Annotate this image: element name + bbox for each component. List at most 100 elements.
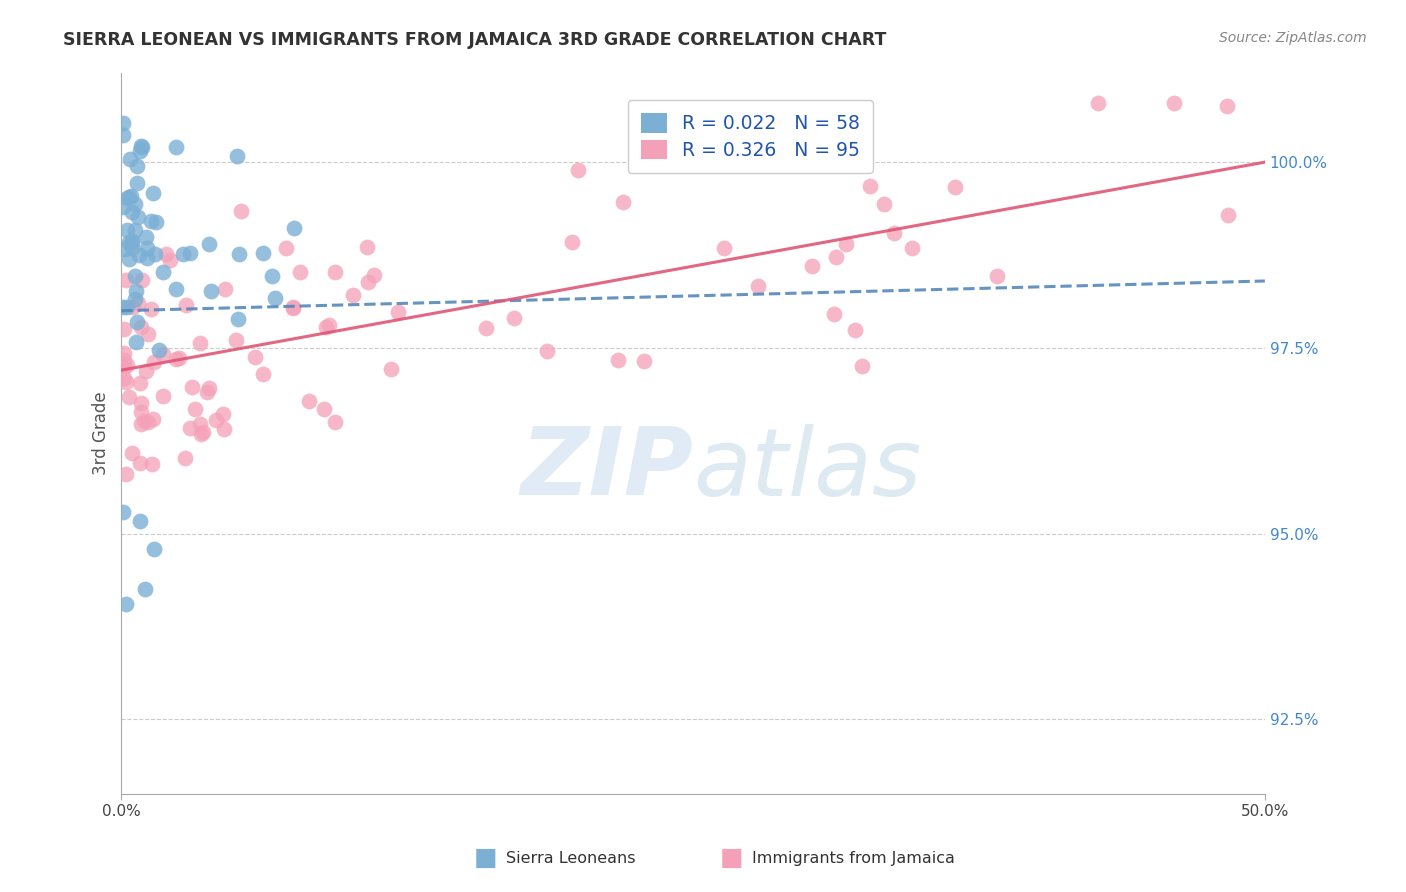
Point	[112, 359, 135, 374]
Point	[188, 336, 211, 351]
Point	[188, 417, 211, 432]
Point	[197, 237, 219, 252]
Point	[228, 247, 250, 261]
Point	[115, 467, 138, 482]
Point	[142, 412, 165, 426]
Point	[127, 159, 149, 173]
Point	[115, 358, 138, 372]
Point	[380, 362, 402, 376]
Point	[111, 128, 134, 143]
Point	[204, 413, 226, 427]
Point	[111, 505, 134, 519]
Point	[212, 422, 235, 436]
Point	[252, 246, 274, 260]
Point	[165, 282, 187, 296]
Point	[567, 163, 589, 178]
Point	[112, 200, 135, 214]
Point	[121, 234, 143, 248]
Point	[179, 420, 201, 434]
Point	[225, 333, 247, 347]
Point	[184, 401, 207, 416]
Point	[124, 223, 146, 237]
Point	[120, 153, 142, 167]
Point	[288, 265, 311, 279]
Point	[835, 236, 858, 251]
Point	[114, 242, 136, 256]
Point	[800, 260, 823, 274]
Text: ZIP: ZIP	[520, 424, 693, 516]
Y-axis label: 3rd Grade: 3rd Grade	[93, 392, 110, 475]
Point	[136, 252, 159, 266]
Point	[111, 300, 134, 314]
Point	[823, 307, 845, 321]
Point	[356, 240, 378, 254]
Text: ■: ■	[720, 847, 742, 870]
Point	[139, 301, 162, 316]
Point	[252, 367, 274, 381]
Point	[986, 269, 1008, 284]
Point	[318, 318, 340, 333]
Point	[112, 322, 135, 336]
Legend: R = 0.022   N = 58, R = 0.326   N = 95: R = 0.022 N = 58, R = 0.326 N = 95	[627, 101, 873, 173]
Point	[138, 415, 160, 429]
Point	[120, 189, 142, 203]
Point	[127, 296, 149, 310]
Point	[298, 393, 321, 408]
Point	[195, 384, 218, 399]
Point	[145, 215, 167, 229]
Text: SIERRA LEONEAN VS IMMIGRANTS FROM JAMAICA 3RD GRADE CORRELATION CHART: SIERRA LEONEAN VS IMMIGRANTS FROM JAMAIC…	[63, 31, 887, 49]
Point	[283, 221, 305, 235]
Point	[561, 235, 583, 249]
Point	[873, 197, 896, 211]
Point	[129, 319, 152, 334]
Point	[124, 196, 146, 211]
Point	[124, 292, 146, 306]
Point	[200, 285, 222, 299]
Point	[1087, 95, 1109, 110]
Point	[229, 203, 252, 218]
Point	[314, 402, 336, 417]
Point	[131, 405, 153, 419]
Point	[243, 350, 266, 364]
Text: atlas: atlas	[693, 424, 921, 515]
Point	[152, 347, 174, 361]
Point	[263, 291, 285, 305]
Point	[281, 300, 304, 314]
Point	[135, 364, 157, 378]
Point	[612, 195, 634, 210]
Point	[226, 149, 249, 163]
Point	[129, 456, 152, 470]
Point	[747, 278, 769, 293]
Point	[136, 327, 159, 342]
Point	[844, 323, 866, 337]
Point	[883, 226, 905, 240]
Text: ■: ■	[474, 847, 496, 870]
Point	[190, 427, 212, 442]
Point	[117, 390, 139, 404]
Point	[148, 343, 170, 357]
Point	[129, 417, 152, 432]
Point	[900, 241, 922, 255]
Point	[315, 319, 337, 334]
Point	[274, 241, 297, 255]
Point	[174, 450, 197, 465]
Text: Source: ZipAtlas.com: Source: ZipAtlas.com	[1219, 31, 1367, 45]
Point	[112, 371, 135, 385]
Point	[475, 321, 498, 335]
Point	[125, 176, 148, 190]
Point	[115, 301, 138, 315]
Point	[859, 179, 882, 194]
Point	[152, 389, 174, 403]
Point	[180, 379, 202, 393]
Point	[228, 311, 250, 326]
Point	[943, 180, 966, 194]
Point	[125, 285, 148, 299]
Point	[139, 214, 162, 228]
Point	[825, 251, 848, 265]
Point	[118, 252, 141, 267]
Point	[127, 315, 149, 329]
Point	[129, 138, 152, 153]
Point	[115, 190, 138, 204]
Point	[198, 381, 221, 395]
Point	[165, 352, 187, 367]
